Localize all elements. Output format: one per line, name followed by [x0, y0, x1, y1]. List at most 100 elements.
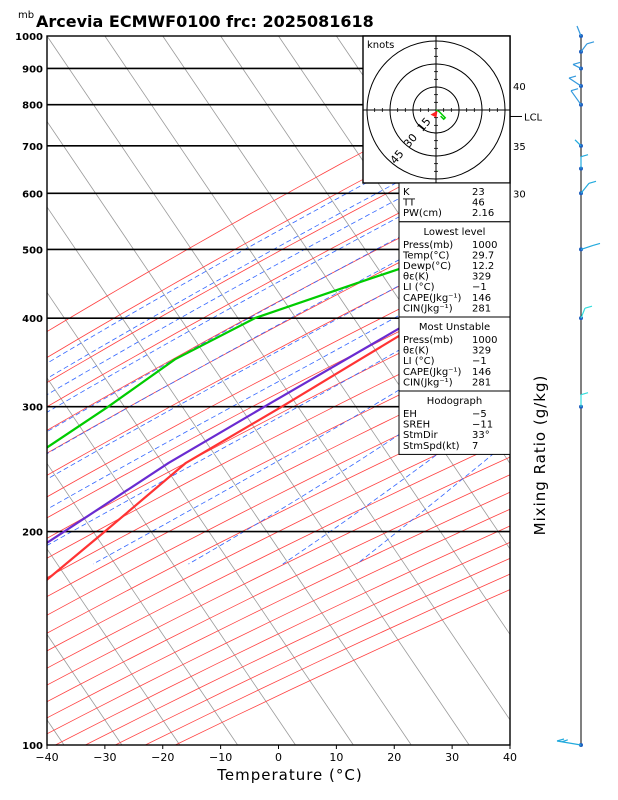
indices-table: K 23 TT 46 PW(cm) 2.16 Lowest level Press(mb) 10… — [398, 182, 511, 455]
wind-barb-staff — [570, 90, 582, 106]
theta-e-label: 30 — [513, 189, 526, 200]
isotherm — [0, 36, 6, 745]
hodograph-trace — [435, 109, 447, 121]
x-tick-label: −10 — [209, 751, 232, 764]
moist-adiabat — [47, 199, 510, 455]
isotherm — [47, 548, 181, 745]
x-axis-label: Temperature (°C) — [216, 766, 362, 784]
dry-adiabat — [47, 298, 510, 539]
wind-barb-flag — [568, 75, 577, 79]
wind-barb-flag — [561, 739, 568, 743]
hodo_params-box — [398, 390, 511, 455]
dry-adiabat — [47, 230, 510, 476]
wind-barb-staff — [572, 63, 582, 69]
wind-barb-staff — [580, 182, 590, 194]
dry-adiabat — [47, 361, 510, 598]
lowest_level-label: Press(mb) — [403, 240, 453, 251]
temperature-profile-line — [47, 265, 510, 582]
indices-label: TT — [402, 198, 416, 209]
lowest_level-value: 12.2 — [472, 261, 494, 272]
x-tick-label: 10 — [329, 751, 343, 764]
dry-adiabat — [47, 320, 510, 559]
indices-value: 2.16 — [472, 208, 494, 219]
lowest_level-value: 329 — [472, 272, 491, 283]
lowest_level-label: LI (°C) — [403, 282, 435, 293]
wind-barb-flag — [570, 88, 579, 92]
isotherm — [47, 36, 510, 721]
hodograph-unit-label: knots — [367, 40, 394, 51]
wind-barb-staff — [574, 139, 582, 147]
wind-barb-staff — [580, 43, 588, 53]
wind-barb-staff — [580, 244, 594, 250]
lowest_level-label: Temp(°C) — [402, 250, 450, 261]
wind-barb-flag — [584, 305, 593, 309]
wind-barb-flag — [580, 154, 589, 158]
pressure-tick-label: 700 — [22, 142, 43, 153]
dry-adiabat — [47, 102, 510, 358]
dry-adiabat — [47, 400, 510, 634]
isotherm — [104, 36, 510, 636]
indices-label: K — [403, 187, 410, 198]
indices-value: 23 — [472, 187, 485, 198]
wind-barb-flag — [572, 61, 581, 66]
pressure-unit-label: mb — [18, 10, 34, 21]
lcl-label: LCL — [524, 112, 543, 123]
lowest_level-title: Lowest level — [424, 227, 486, 238]
background-lines — [0, 36, 618, 745]
chart-title: Arcevia ECMWF0100 frc: 2025081618 — [36, 12, 374, 31]
lowest_level-value: 146 — [472, 293, 491, 304]
hodo_params-title: Hodograph — [427, 396, 482, 407]
profiles — [47, 224, 510, 582]
x-tick-label: 40 — [503, 751, 517, 764]
isotherm — [47, 120, 470, 745]
theta-e-label: 40 — [513, 82, 526, 93]
isotherm — [47, 291, 354, 745]
lowest_level-value: 281 — [472, 303, 491, 314]
isotherm — [47, 377, 296, 745]
dry-adiabat — [47, 155, 510, 408]
mixing-ratio-axis-label: Mixing Ratio (g/kg) — [531, 375, 549, 536]
moist-adiabat — [47, 105, 510, 364]
dry-adiabat — [47, 181, 510, 431]
pressure-tick-label: 300 — [22, 403, 43, 414]
most_unstable-label: θε(K) — [403, 346, 429, 357]
indices-box — [398, 182, 511, 223]
lowest_level-value: 29.7 — [472, 250, 494, 261]
x-tick-label: −30 — [93, 751, 116, 764]
x-tick-label: 30 — [445, 751, 459, 764]
hodo_params-label: SREH — [403, 420, 430, 431]
x-tick-label: 0 — [275, 751, 282, 764]
mixing-ratio-line — [565, 193, 618, 745]
hodo_params-value: 33° — [472, 430, 490, 441]
indices-label: PW(cm) — [403, 208, 442, 219]
pressure-tick-label: 1000 — [15, 32, 43, 43]
lowest_level-label: CIN(Jkg⁻¹) — [403, 303, 453, 314]
wind-barb-flag — [556, 738, 565, 742]
pressure-tick-label: 800 — [22, 101, 43, 112]
most_unstable-label: CIN(Jkg⁻¹) — [403, 377, 453, 388]
pressure-tick-label: 900 — [22, 64, 43, 75]
hodo_params-label: EH — [403, 409, 417, 420]
mixing-ratio-line — [594, 193, 618, 745]
wind-barb-flag — [588, 180, 597, 184]
indices-value: 46 — [472, 198, 485, 209]
dry-adiabat — [47, 276, 510, 519]
dry-adiabat — [47, 73, 510, 333]
most_unstable-value: 329 — [472, 346, 491, 357]
x-tick-label: 20 — [387, 751, 401, 764]
dry-adiabat — [47, 438, 510, 669]
lowest_level-label: θε(K) — [403, 272, 429, 283]
most_unstable-title: Most Unstable — [419, 322, 490, 333]
x-tick-label: −40 — [35, 751, 58, 764]
wind-barb-flag — [586, 41, 595, 45]
lowest_level-box — [398, 221, 511, 318]
pressure-tick-label: 200 — [22, 528, 43, 539]
moist-adiabat — [47, 223, 510, 480]
most_unstable-box — [398, 316, 511, 392]
dry-adiabat — [47, 206, 510, 454]
lowest_level-label: CAPE(Jkg⁻¹) — [403, 293, 461, 304]
wind-barb-staff — [568, 77, 582, 87]
